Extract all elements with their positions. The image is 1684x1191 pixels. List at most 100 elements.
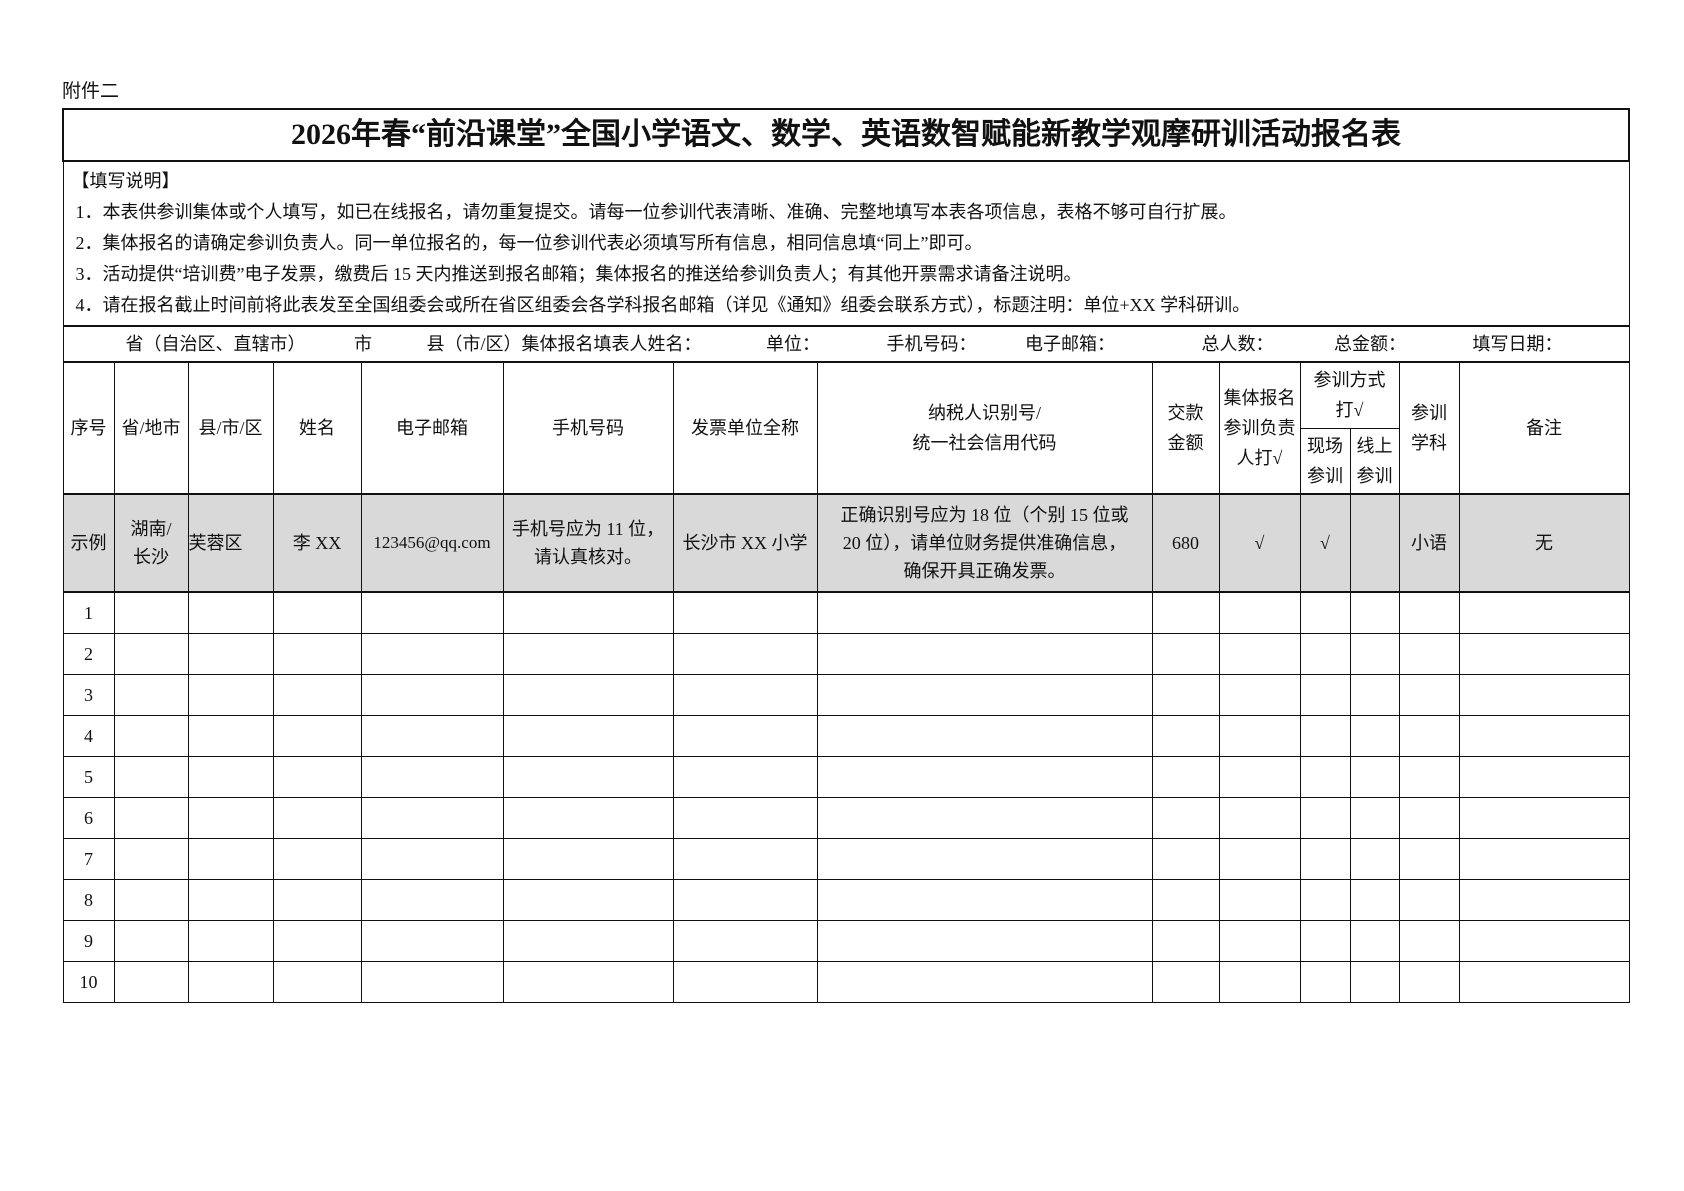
table-cell[interactable] bbox=[816, 756, 1153, 798]
table-cell[interactable] bbox=[1218, 591, 1301, 634]
table-cell[interactable] bbox=[1218, 838, 1301, 880]
table-cell[interactable] bbox=[502, 674, 674, 716]
table-cell[interactable] bbox=[816, 797, 1153, 839]
table-cell[interactable] bbox=[1349, 591, 1400, 634]
table-cell[interactable] bbox=[672, 633, 818, 675]
table-cell[interactable] bbox=[1299, 756, 1351, 798]
table-cell[interactable] bbox=[113, 838, 189, 880]
table-cell[interactable] bbox=[113, 715, 189, 757]
table-cell[interactable] bbox=[1299, 591, 1351, 634]
table-cell[interactable] bbox=[1398, 756, 1460, 798]
table-cell[interactable] bbox=[502, 920, 674, 962]
table-cell[interactable] bbox=[672, 797, 818, 839]
table-cell[interactable] bbox=[1218, 674, 1301, 716]
table-cell[interactable] bbox=[672, 591, 818, 634]
table-cell[interactable] bbox=[360, 633, 504, 675]
table-cell[interactable] bbox=[187, 715, 274, 757]
table-cell[interactable] bbox=[816, 838, 1153, 880]
table-cell[interactable] bbox=[672, 838, 818, 880]
table-cell[interactable] bbox=[1151, 961, 1220, 1003]
table-cell[interactable] bbox=[113, 797, 189, 839]
table-cell[interactable] bbox=[187, 674, 274, 716]
table-cell[interactable] bbox=[1299, 920, 1351, 962]
table-cell[interactable] bbox=[1458, 879, 1630, 921]
table-cell[interactable] bbox=[816, 961, 1153, 1003]
table-cell[interactable] bbox=[272, 920, 362, 962]
table-cell[interactable] bbox=[360, 715, 504, 757]
table-cell[interactable] bbox=[113, 633, 189, 675]
table-cell[interactable] bbox=[1349, 674, 1400, 716]
table-cell[interactable] bbox=[187, 879, 274, 921]
table-cell[interactable] bbox=[1218, 961, 1301, 1003]
table-cell[interactable] bbox=[816, 633, 1153, 675]
table-cell[interactable] bbox=[816, 879, 1153, 921]
table-cell[interactable] bbox=[1299, 879, 1351, 921]
table-cell[interactable] bbox=[187, 756, 274, 798]
table-cell[interactable] bbox=[816, 715, 1153, 757]
table-cell[interactable] bbox=[1151, 674, 1220, 716]
table-cell[interactable] bbox=[502, 591, 674, 634]
table-cell[interactable] bbox=[1398, 633, 1460, 675]
table-cell[interactable] bbox=[1151, 715, 1220, 757]
table-cell[interactable] bbox=[113, 961, 189, 1003]
table-cell[interactable] bbox=[187, 797, 274, 839]
table-cell[interactable] bbox=[502, 961, 674, 1003]
table-cell[interactable] bbox=[1398, 591, 1460, 634]
table-cell[interactable] bbox=[1218, 920, 1301, 962]
table-cell[interactable] bbox=[1299, 674, 1351, 716]
table-cell[interactable] bbox=[1151, 797, 1220, 839]
table-cell[interactable] bbox=[502, 797, 674, 839]
table-cell[interactable] bbox=[1349, 920, 1400, 962]
table-cell[interactable] bbox=[1218, 797, 1301, 839]
table-cell[interactable] bbox=[672, 715, 818, 757]
table-cell[interactable] bbox=[1151, 920, 1220, 962]
table-cell[interactable] bbox=[1398, 715, 1460, 757]
table-cell[interactable] bbox=[272, 591, 362, 634]
table-cell[interactable] bbox=[360, 797, 504, 839]
table-cell[interactable] bbox=[272, 797, 362, 839]
table-cell[interactable] bbox=[1458, 633, 1630, 675]
table-cell[interactable] bbox=[1349, 961, 1400, 1003]
table-cell[interactable] bbox=[1458, 674, 1630, 716]
table-cell[interactable] bbox=[113, 756, 189, 798]
table-cell[interactable] bbox=[816, 591, 1153, 634]
table-cell[interactable] bbox=[1398, 879, 1460, 921]
table-cell[interactable] bbox=[360, 674, 504, 716]
table-cell[interactable] bbox=[187, 591, 274, 634]
table-cell[interactable] bbox=[672, 756, 818, 798]
table-cell[interactable] bbox=[1218, 879, 1301, 921]
table-cell[interactable] bbox=[272, 715, 362, 757]
table-cell[interactable] bbox=[1398, 961, 1460, 1003]
table-cell[interactable] bbox=[187, 961, 274, 1003]
table-cell[interactable] bbox=[502, 633, 674, 675]
table-cell[interactable] bbox=[1458, 715, 1630, 757]
table-cell[interactable] bbox=[272, 961, 362, 1003]
table-cell[interactable] bbox=[272, 633, 362, 675]
table-cell[interactable] bbox=[1218, 715, 1301, 757]
table-cell[interactable] bbox=[816, 674, 1153, 716]
table-cell[interactable] bbox=[113, 591, 189, 634]
table-cell[interactable] bbox=[1151, 756, 1220, 798]
table-cell[interactable] bbox=[1299, 797, 1351, 839]
table-cell[interactable] bbox=[360, 591, 504, 634]
table-cell[interactable] bbox=[360, 920, 504, 962]
table-cell[interactable] bbox=[816, 920, 1153, 962]
table-cell[interactable] bbox=[1398, 674, 1460, 716]
table-cell[interactable] bbox=[1398, 920, 1460, 962]
table-cell[interactable] bbox=[113, 920, 189, 962]
table-cell[interactable] bbox=[187, 633, 274, 675]
table-cell[interactable] bbox=[1299, 961, 1351, 1003]
table-cell[interactable] bbox=[1218, 756, 1301, 798]
table-cell[interactable] bbox=[1349, 756, 1400, 798]
table-cell[interactable] bbox=[187, 838, 274, 880]
table-cell[interactable] bbox=[272, 879, 362, 921]
table-cell[interactable] bbox=[1349, 633, 1400, 675]
table-cell[interactable] bbox=[1349, 715, 1400, 757]
table-cell[interactable] bbox=[502, 715, 674, 757]
table-cell[interactable] bbox=[272, 838, 362, 880]
table-cell[interactable] bbox=[1349, 797, 1400, 839]
table-cell[interactable] bbox=[1458, 591, 1630, 634]
table-cell[interactable] bbox=[672, 920, 818, 962]
table-cell[interactable] bbox=[1458, 756, 1630, 798]
table-cell[interactable] bbox=[1299, 838, 1351, 880]
